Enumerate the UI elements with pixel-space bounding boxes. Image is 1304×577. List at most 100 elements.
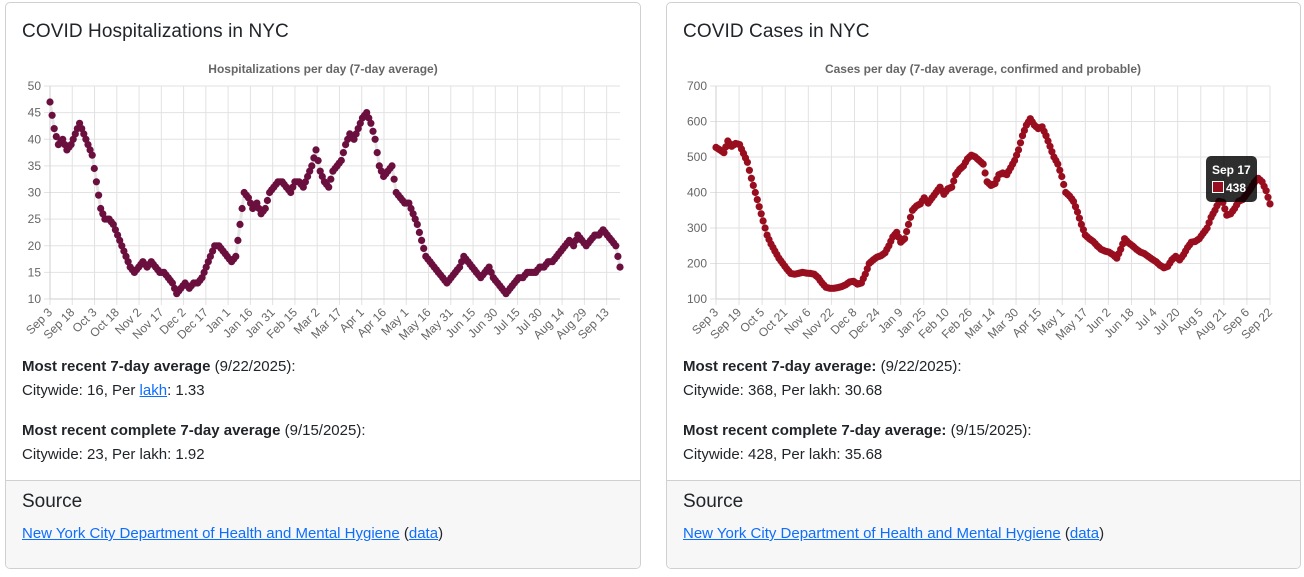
data-point[interactable] (69, 135, 77, 143)
source-line: New York City Department of Health and M… (22, 525, 443, 542)
data-point[interactable] (413, 220, 421, 228)
data-point[interactable] (950, 177, 958, 185)
data-point[interactable] (948, 183, 956, 191)
data-point[interactable] (749, 181, 757, 189)
data-point[interactable] (373, 149, 381, 157)
data-point[interactable] (747, 174, 755, 182)
data-point[interactable] (1221, 205, 1229, 213)
data-point[interactable] (116, 236, 124, 244)
data-point[interactable] (1016, 139, 1025, 147)
data-point[interactable] (369, 127, 377, 135)
data-point[interactable] (456, 263, 464, 271)
data-point[interactable] (1264, 193, 1272, 201)
data-point[interactable] (614, 252, 622, 260)
data-point[interactable] (371, 135, 379, 143)
data-point[interactable] (420, 244, 428, 252)
data-point[interactable] (350, 135, 358, 143)
data-point[interactable] (88, 151, 96, 159)
data-point[interactable] (751, 188, 759, 197)
data-point[interactable] (1046, 142, 1054, 150)
data-point[interactable] (612, 242, 620, 250)
data-point[interactable] (979, 160, 987, 168)
source-link[interactable]: New York City Department of Health and M… (22, 525, 400, 542)
y-tick-label: 45 (28, 106, 42, 120)
data-point[interactable] (244, 194, 252, 202)
data-point[interactable] (202, 263, 210, 271)
data-point[interactable] (1060, 180, 1068, 189)
data-point[interactable] (363, 109, 371, 117)
paren-open: ( (403, 525, 409, 542)
tooltip-value: 438 (1226, 181, 1247, 195)
data-point[interactable] (109, 220, 117, 228)
data-point[interactable] (261, 204, 269, 213)
data-point[interactable] (616, 263, 624, 271)
data-point[interactable] (861, 270, 869, 278)
data-point[interactable] (48, 111, 56, 119)
data-point[interactable] (720, 149, 728, 157)
data-point[interactable] (1077, 220, 1085, 228)
data-point[interactable] (1075, 214, 1083, 222)
data-point[interactable] (80, 130, 88, 138)
data-point[interactable] (232, 252, 240, 260)
data-point[interactable] (1056, 166, 1064, 174)
data-point[interactable] (52, 133, 60, 141)
data-point[interactable] (415, 228, 423, 236)
data-point[interactable] (339, 149, 347, 157)
recent-average-label: Most recent 7-day average: (683, 358, 877, 375)
data-point[interactable] (743, 158, 751, 166)
data-point[interactable] (90, 164, 98, 173)
data-point[interactable] (314, 157, 322, 165)
data-point[interactable] (263, 196, 271, 205)
data-point[interactable] (390, 175, 398, 183)
data-point[interactable] (755, 203, 763, 211)
lakh-link[interactable]: lakh (139, 382, 168, 399)
data-point[interactable] (981, 169, 989, 177)
data-point[interactable] (906, 213, 915, 221)
data-point[interactable] (757, 210, 765, 218)
source-link[interactable]: New York City Department of Health and M… (683, 525, 1061, 542)
data-point[interactable] (367, 119, 375, 127)
data-point[interactable] (124, 258, 132, 266)
complete-values: Citywide: 428, Per lakh: 35.68 (683, 446, 883, 463)
data-point[interactable] (418, 236, 426, 244)
data-link[interactable]: data (408, 525, 439, 542)
data-point[interactable] (405, 199, 413, 207)
data-point[interactable] (1073, 208, 1082, 216)
data-point[interactable] (570, 242, 578, 250)
data-point[interactable] (903, 228, 911, 236)
data-point[interactable] (904, 220, 913, 228)
data-point[interactable] (50, 125, 58, 133)
data-point[interactable] (761, 224, 769, 232)
recent-values: Citywide: 368, Per lakh: 30.68 (683, 382, 883, 399)
data-point[interactable] (168, 279, 176, 287)
cases-card: COVID Cases in NYC Cases per day (7-day … (666, 2, 1301, 569)
data-point[interactable] (759, 217, 767, 225)
data-point[interactable] (1205, 219, 1213, 227)
data-point[interactable] (238, 204, 246, 213)
data-point[interactable] (327, 175, 335, 183)
data-point[interactable] (301, 178, 309, 186)
data-point[interactable] (289, 183, 297, 191)
data-point[interactable] (388, 162, 396, 170)
y-tick-label: 25 (28, 212, 42, 226)
data-point[interactable] (753, 196, 761, 204)
data-point[interactable] (1014, 146, 1023, 154)
data-point[interactable] (337, 156, 345, 165)
data-point[interactable] (1266, 200, 1274, 208)
data-point[interactable] (312, 146, 320, 154)
data-point[interactable] (95, 191, 103, 199)
data-point[interactable] (325, 183, 333, 191)
data-point[interactable] (236, 220, 244, 228)
data-link[interactable]: data (1069, 525, 1100, 542)
data-point[interactable] (1262, 187, 1270, 195)
data-point[interactable] (308, 162, 316, 170)
data-point[interactable] (92, 178, 100, 186)
data-point[interactable] (46, 98, 54, 106)
data-point[interactable] (1058, 172, 1066, 181)
data-point[interactable] (234, 236, 242, 244)
data-point[interactable] (745, 166, 753, 174)
data-point[interactable] (253, 199, 261, 207)
data-point[interactable] (901, 235, 909, 243)
data-point[interactable] (1054, 160, 1062, 168)
y-tick-label: 400 (687, 186, 707, 200)
